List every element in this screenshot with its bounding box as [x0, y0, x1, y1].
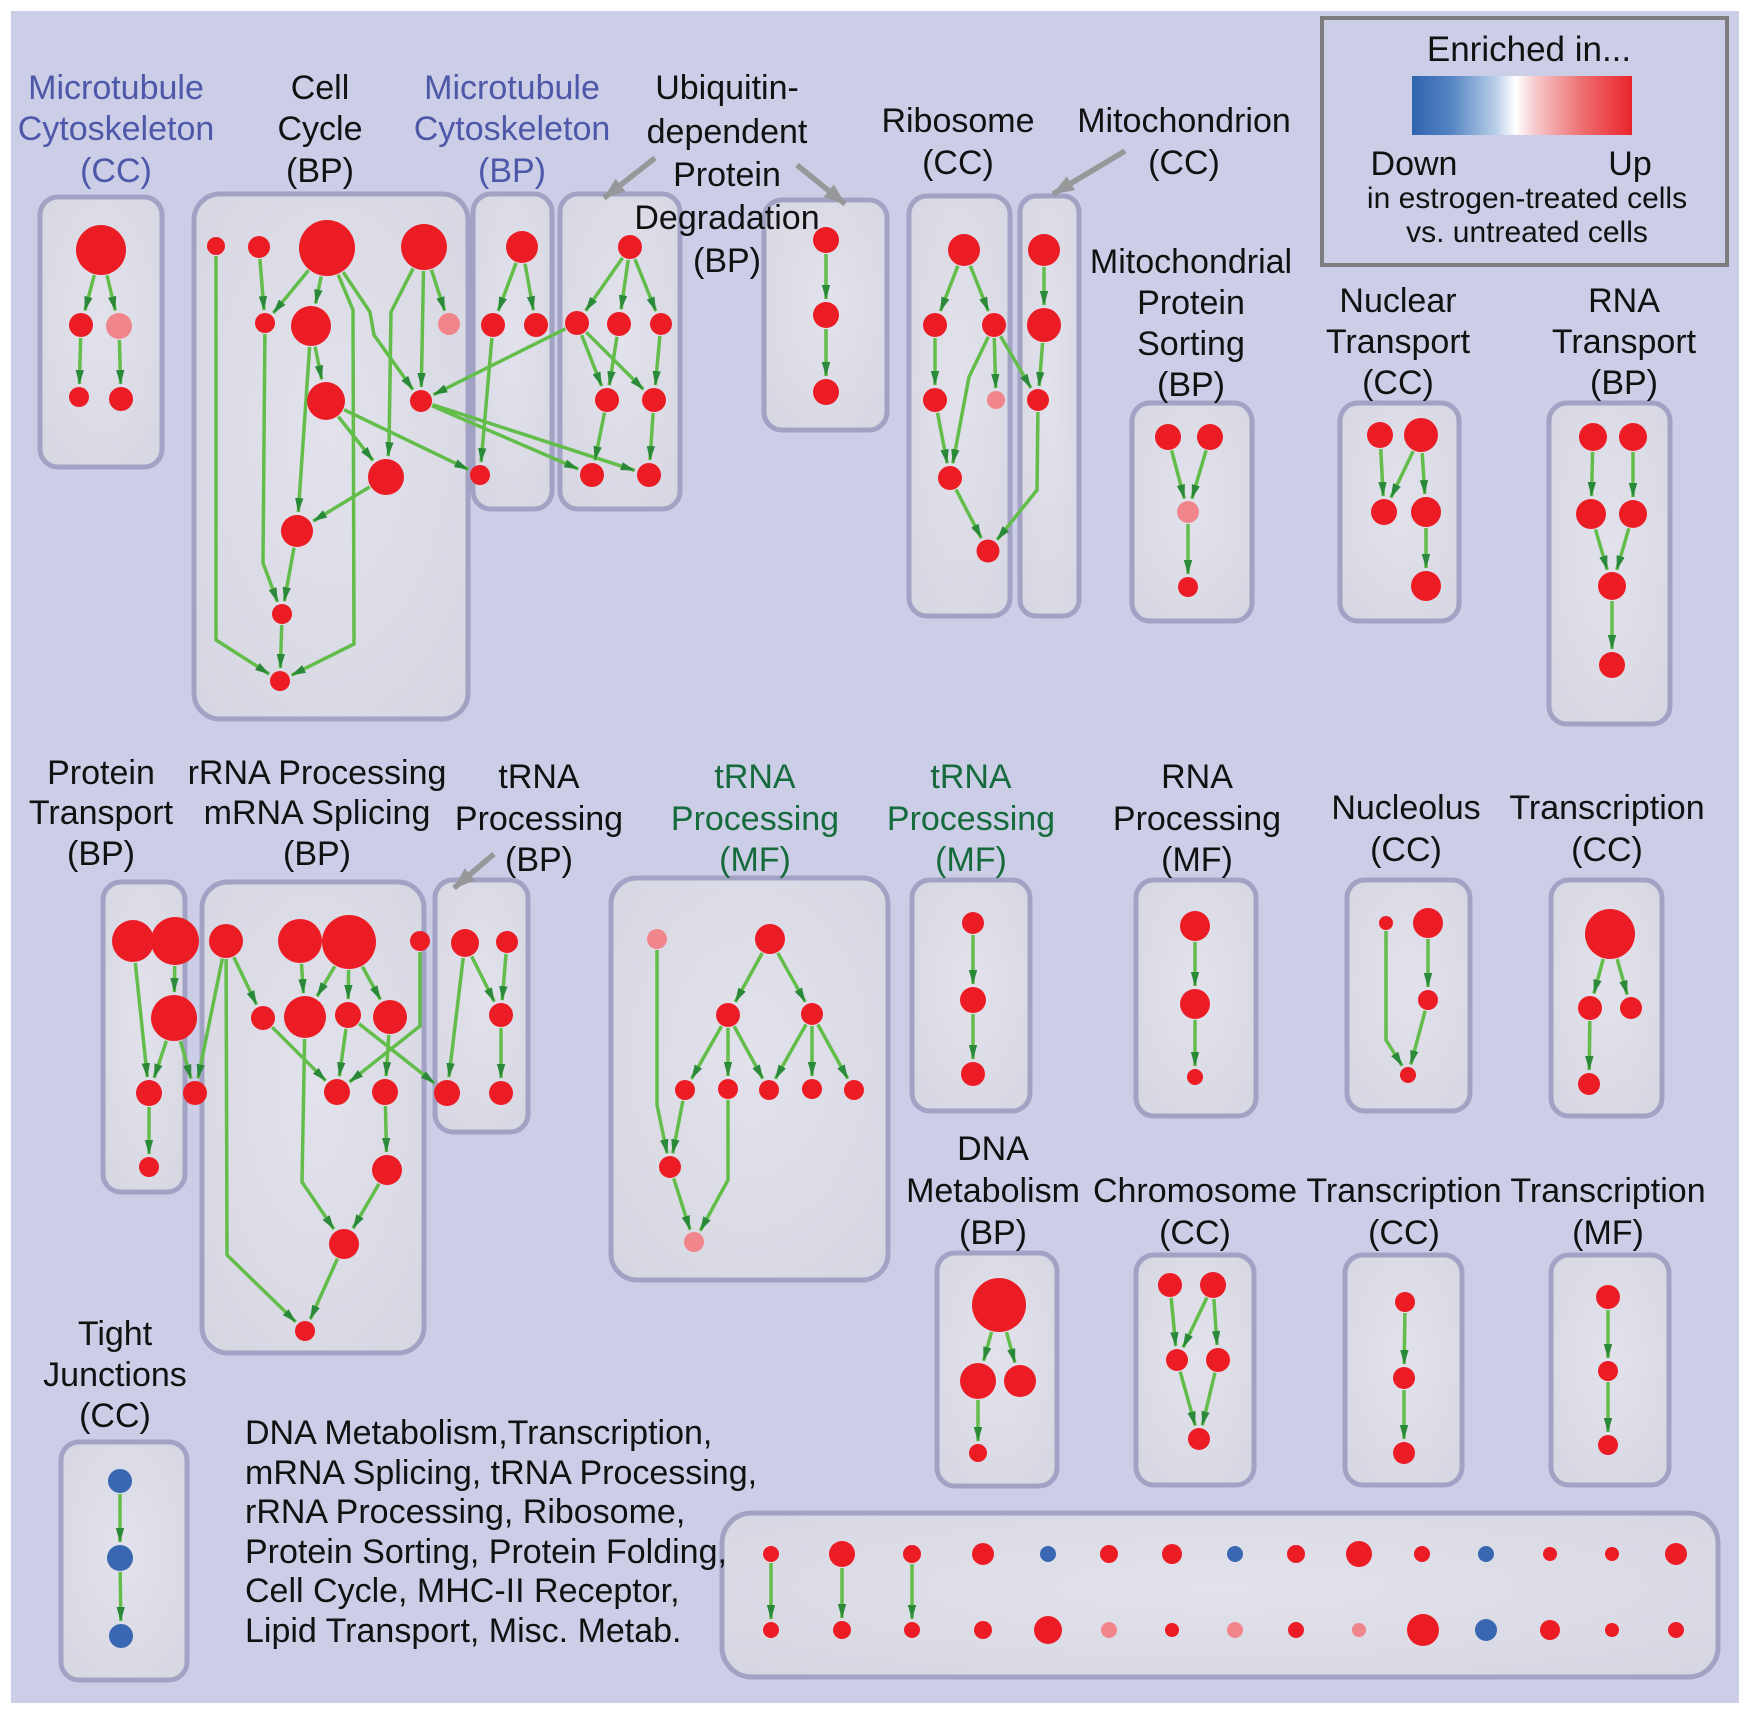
- svg-text:(BP): (BP): [1590, 364, 1658, 402]
- svg-text:Processing: Processing: [671, 800, 839, 838]
- svg-text:Transport: Transport: [1326, 323, 1471, 361]
- svg-text:Microtubule: Microtubule: [28, 69, 204, 107]
- svg-text:(MF): (MF): [1161, 841, 1233, 879]
- svg-text:(MF): (MF): [1572, 1214, 1644, 1252]
- svg-text:Transport: Transport: [1552, 323, 1697, 361]
- svg-text:rRNA Processing: rRNA Processing: [188, 754, 447, 792]
- svg-text:(CC): (CC): [1362, 364, 1434, 402]
- svg-text:Metabolism: Metabolism: [906, 1172, 1080, 1210]
- svg-text:(BP): (BP): [478, 152, 546, 190]
- svg-text:Degradation: Degradation: [634, 199, 819, 237]
- svg-text:Mitochondrion: Mitochondrion: [1077, 102, 1291, 140]
- svg-text:Junctions: Junctions: [43, 1356, 187, 1394]
- svg-text:(BP): (BP): [505, 841, 573, 879]
- svg-text:Processing: Processing: [887, 800, 1055, 838]
- svg-text:tRNA: tRNA: [714, 758, 796, 796]
- svg-text:Cytoskeleton: Cytoskeleton: [414, 110, 611, 148]
- svg-text:RNA: RNA: [1161, 758, 1233, 796]
- svg-text:Microtubule: Microtubule: [424, 69, 600, 107]
- svg-text:RNA: RNA: [1588, 282, 1660, 320]
- svg-text:Protein: Protein: [1137, 284, 1245, 322]
- svg-text:Cytoskeleton: Cytoskeleton: [18, 110, 215, 148]
- svg-text:(CC): (CC): [1159, 1214, 1231, 1252]
- svg-text:in estrogen-treated cells: in estrogen-treated cells: [1367, 182, 1687, 215]
- svg-text:Protein Sorting, Protein Foldi: Protein Sorting, Protein Folding,: [245, 1533, 727, 1571]
- svg-text:Mitochondrial: Mitochondrial: [1090, 243, 1292, 281]
- svg-text:(BP): (BP): [283, 835, 351, 873]
- svg-text:Tight: Tight: [78, 1315, 153, 1353]
- svg-text:(BP): (BP): [1157, 366, 1225, 404]
- svg-text:Nucleolus: Nucleolus: [1331, 789, 1480, 827]
- svg-text:Protein: Protein: [673, 156, 781, 194]
- svg-text:Processing: Processing: [455, 800, 623, 838]
- svg-text:Processing: Processing: [1113, 800, 1281, 838]
- svg-text:Up: Up: [1608, 145, 1651, 183]
- svg-text:(MF): (MF): [719, 841, 791, 879]
- svg-text:DNA Metabolism,Transcription,: DNA Metabolism,Transcription,: [245, 1414, 712, 1452]
- svg-text:Cell Cycle, MHC-II Receptor,: Cell Cycle, MHC-II Receptor,: [245, 1572, 680, 1610]
- svg-text:Cycle: Cycle: [277, 110, 362, 148]
- svg-text:dependent: dependent: [647, 113, 808, 151]
- svg-text:Sorting: Sorting: [1137, 325, 1245, 363]
- svg-text:Protein: Protein: [47, 754, 155, 792]
- svg-text:mRNA Splicing, tRNA Processing: mRNA Splicing, tRNA Processing,: [245, 1454, 757, 1492]
- svg-text:Down: Down: [1371, 145, 1458, 183]
- svg-text:DNA: DNA: [957, 1130, 1029, 1168]
- svg-text:Transcription: Transcription: [1306, 1172, 1501, 1210]
- svg-text:(BP): (BP): [67, 835, 135, 873]
- svg-text:(CC): (CC): [1368, 1214, 1440, 1252]
- svg-text:Nuclear: Nuclear: [1339, 282, 1456, 320]
- svg-text:vs. untreated cells: vs. untreated cells: [1406, 216, 1648, 249]
- svg-text:mRNA Splicing: mRNA Splicing: [204, 794, 431, 832]
- svg-text:rRNA Processing, Ribosome,: rRNA Processing, Ribosome,: [245, 1493, 685, 1531]
- svg-text:(CC): (CC): [79, 1397, 151, 1435]
- svg-text:(BP): (BP): [693, 242, 761, 280]
- svg-text:(CC): (CC): [1370, 831, 1442, 869]
- svg-text:Ribosome: Ribosome: [881, 102, 1034, 140]
- svg-text:(CC): (CC): [922, 144, 994, 182]
- svg-text:tRNA: tRNA: [930, 758, 1012, 796]
- svg-text:(CC): (CC): [80, 152, 152, 190]
- svg-text:(MF): (MF): [935, 841, 1007, 879]
- svg-text:tRNA: tRNA: [498, 758, 580, 796]
- svg-text:(CC): (CC): [1148, 144, 1220, 182]
- svg-text:Enriched in...: Enriched in...: [1427, 30, 1631, 69]
- svg-text:(BP): (BP): [959, 1214, 1027, 1252]
- svg-text:Cell: Cell: [291, 69, 350, 107]
- svg-text:Chromosome: Chromosome: [1093, 1172, 1297, 1210]
- svg-text:Transcription: Transcription: [1510, 1172, 1705, 1210]
- svg-text:Lipid Transport, Misc. Metab.: Lipid Transport, Misc. Metab.: [245, 1612, 682, 1650]
- svg-text:Transport: Transport: [29, 794, 174, 832]
- svg-text:Ubiquitin-: Ubiquitin-: [655, 69, 799, 107]
- svg-text:(BP): (BP): [286, 152, 354, 190]
- svg-text:(CC): (CC): [1571, 831, 1643, 869]
- svg-text:Transcription: Transcription: [1509, 789, 1704, 827]
